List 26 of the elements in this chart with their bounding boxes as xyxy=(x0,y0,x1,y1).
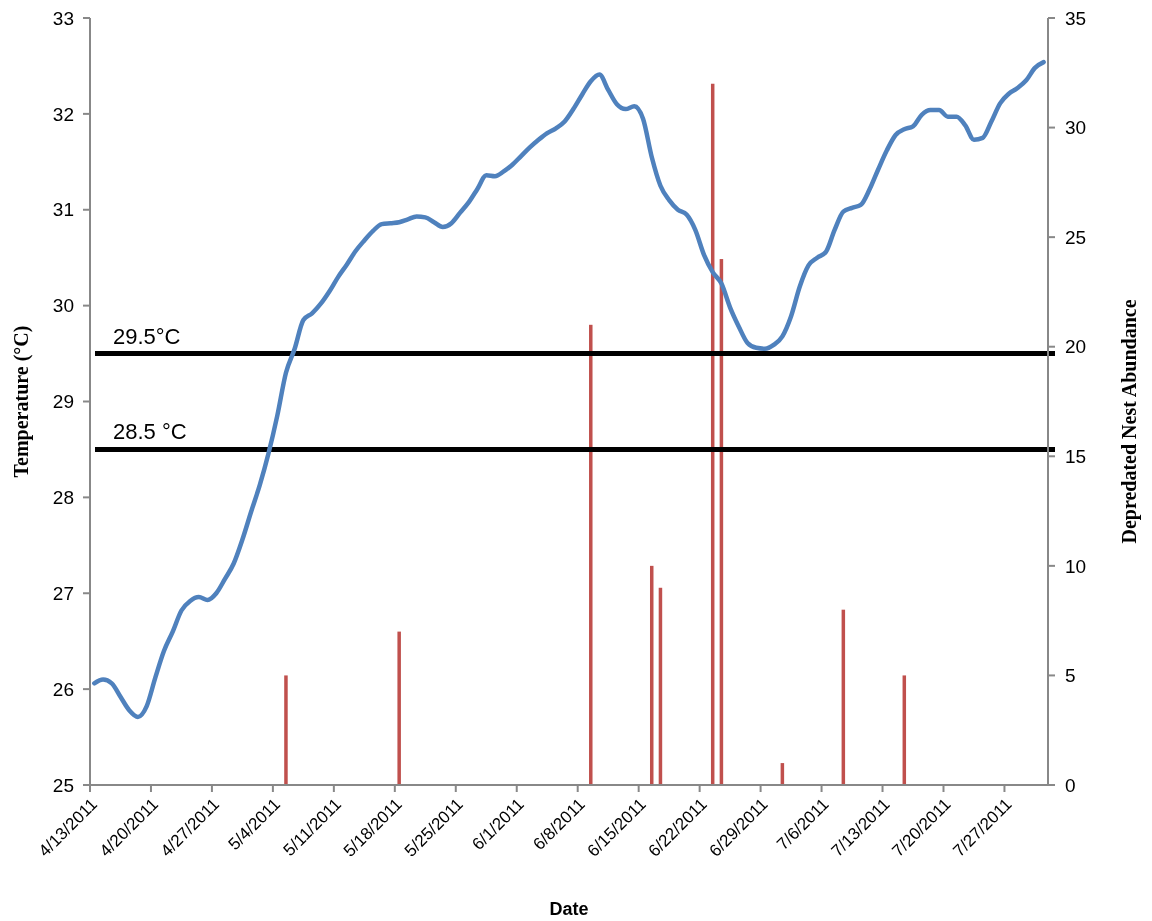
y2-tick-label: 10 xyxy=(1065,555,1087,577)
y-tick-label: 32 xyxy=(52,103,74,125)
y2-tick-label: 25 xyxy=(1065,226,1087,248)
y2-tick-label: 35 xyxy=(1065,7,1087,29)
y2-tick-label: 15 xyxy=(1065,445,1087,467)
bar xyxy=(397,631,401,785)
y2-tick-label: 30 xyxy=(1065,117,1087,139)
y-tick-label: 27 xyxy=(52,582,74,604)
y-tick-label: 29 xyxy=(52,391,74,413)
y-tick-label: 26 xyxy=(52,678,74,700)
x-axis-title: Date xyxy=(549,899,589,919)
y2-tick-label: 0 xyxy=(1065,774,1076,796)
y2-tick-label: 20 xyxy=(1065,336,1087,358)
line-series xyxy=(92,59,1046,720)
ref-line-label: 29.5°C xyxy=(113,323,181,349)
ref-line-label: 28.5 °C xyxy=(113,419,187,445)
y-axis-title: Temperature (°C) xyxy=(10,325,33,478)
y-tick-label: 28 xyxy=(52,487,74,509)
y-tick-label: 31 xyxy=(52,199,74,221)
y-tick-label: 30 xyxy=(52,295,74,317)
y-tick-label: 33 xyxy=(52,7,74,29)
bar xyxy=(589,324,593,785)
bar xyxy=(284,675,288,785)
y2-tick-label: 5 xyxy=(1065,665,1076,687)
y-tick-label: 25 xyxy=(52,774,74,796)
y2-axis-title: Depredated Nest Abundance xyxy=(1118,299,1141,544)
